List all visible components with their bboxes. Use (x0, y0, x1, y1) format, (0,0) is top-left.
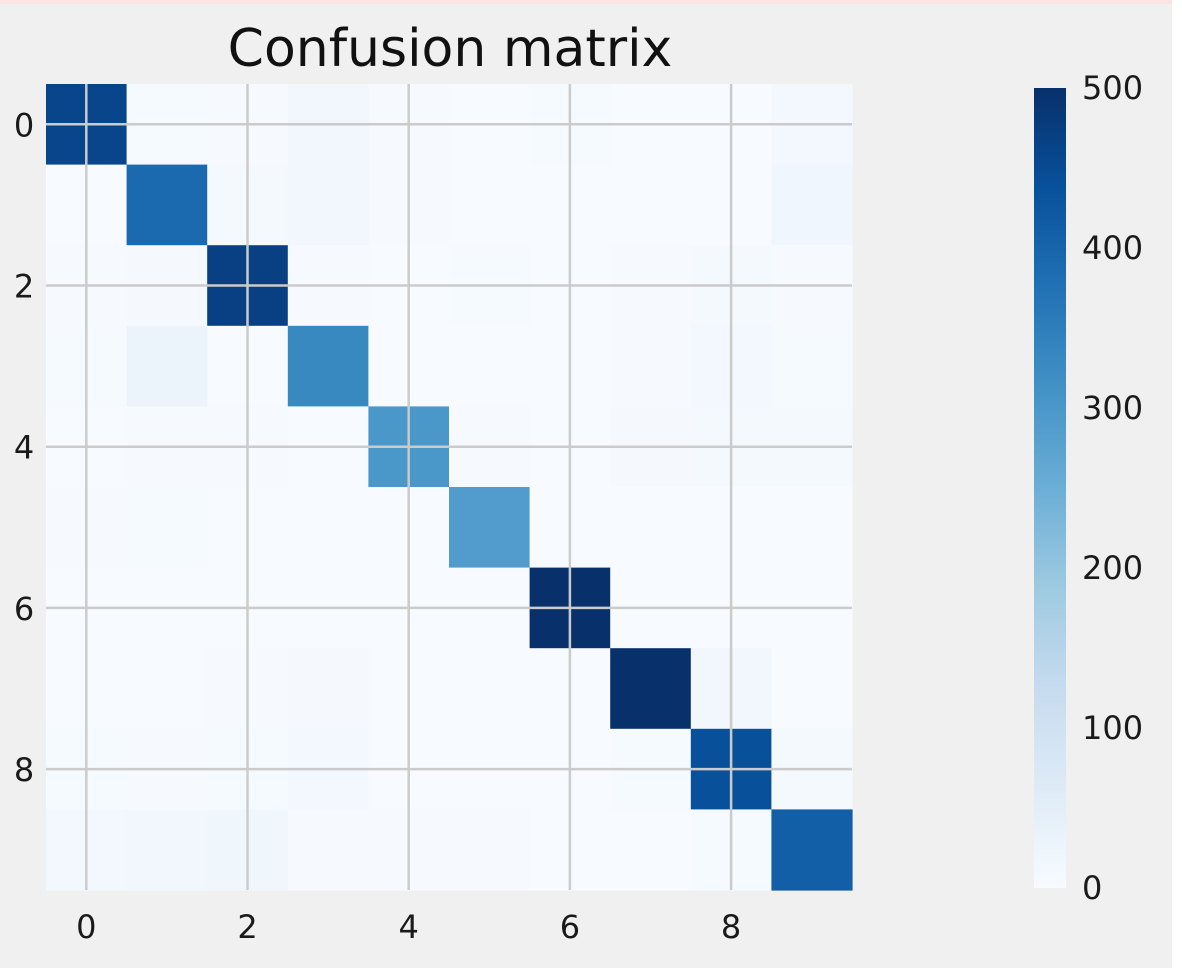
heatmap-cell (126, 487, 208, 569)
colorbar-tick-label: 400 (1082, 229, 1143, 267)
y-axis-ticks: 0 2 4 6 8 (14, 106, 34, 789)
heatmap-cell (771, 325, 853, 407)
colorbar-tick-label: 500 (1082, 69, 1143, 107)
colorbar-tick-label: 0 (1082, 869, 1102, 907)
y-tick-label: 6 (14, 590, 34, 628)
x-tick-label: 6 (560, 908, 580, 946)
heatmap-cell (610, 809, 692, 891)
heatmap-cell (126, 809, 208, 891)
heatmap-cell (610, 325, 692, 407)
heatmap-cell (610, 164, 692, 246)
heatmap-cell (449, 164, 531, 246)
heatmap-cell (287, 487, 369, 569)
y-tick-label: 0 (14, 106, 34, 144)
x-tick-label: 0 (76, 908, 96, 946)
heatmap-cell (771, 487, 853, 569)
heatmap-cell (287, 164, 369, 246)
x-tick-label: 8 (721, 908, 741, 946)
x-tick-label: 2 (237, 908, 257, 946)
y-tick-label: 4 (14, 429, 34, 467)
heatmap-cell (610, 487, 692, 569)
colorbar-ticks: 0 100 200 300 400 500 (1082, 69, 1143, 907)
heatmap-cell (126, 648, 208, 730)
top-border-strip (0, 0, 1172, 4)
colorbar-tick-label: 200 (1082, 549, 1143, 587)
y-tick-label: 8 (14, 751, 34, 789)
colorbar-tick-label: 100 (1082, 709, 1143, 747)
heatmap-cell (126, 164, 208, 246)
heatmap-cell (771, 164, 853, 246)
x-axis-ticks: 0 2 4 6 8 (76, 908, 741, 946)
heatmap-cell (449, 809, 531, 891)
heatmap-cell (126, 325, 208, 407)
heatmap-cell (449, 487, 531, 569)
heatmap-cell (287, 325, 369, 407)
heatmap-cell (449, 648, 531, 730)
colorbar (1034, 88, 1066, 888)
x-tick-label: 4 (399, 908, 419, 946)
chart-title: Confusion matrix (228, 19, 673, 79)
heatmap-cell (771, 648, 853, 730)
heatmap-cell (449, 325, 531, 407)
right-border-strip (1172, 0, 1182, 968)
grid-lines (46, 84, 852, 890)
heatmap-cell (610, 648, 692, 730)
heatmap-cell (287, 648, 369, 730)
heatmap-cell (771, 809, 853, 891)
y-tick-label: 2 (14, 268, 34, 306)
heatmap-cell (287, 809, 369, 891)
colorbar-tick-label: 300 (1082, 389, 1143, 427)
